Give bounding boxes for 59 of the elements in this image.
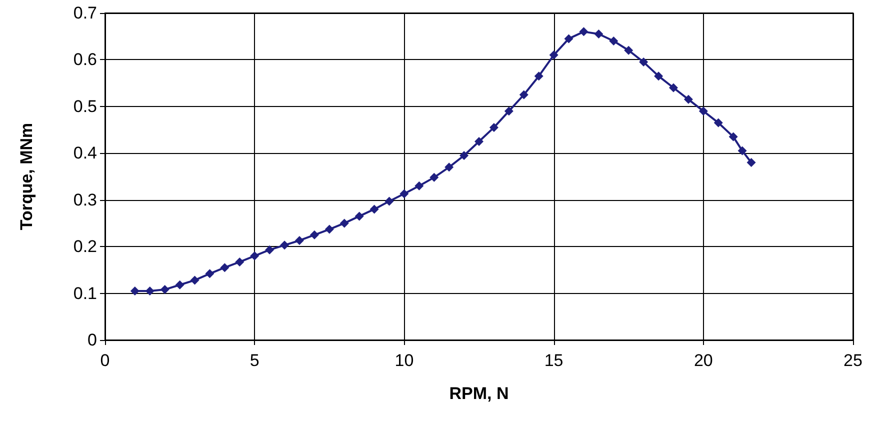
point (738, 146, 747, 156)
point (324, 224, 334, 234)
point (145, 286, 154, 296)
point (728, 132, 738, 142)
point (190, 276, 200, 285)
point (639, 58, 648, 67)
y-tick-label: 0.7 (73, 4, 97, 22)
point (250, 251, 260, 260)
point (746, 158, 756, 167)
y-tick-label: 0.1 (73, 284, 97, 303)
point (205, 269, 214, 278)
x-axis-title: RPM, N (449, 384, 509, 403)
point (460, 150, 469, 160)
point (280, 240, 290, 250)
point (579, 27, 588, 36)
point (504, 106, 514, 116)
point (370, 204, 379, 214)
point (684, 94, 693, 104)
point (594, 30, 604, 39)
point (220, 263, 230, 272)
y-axis-title: Torque, MNm (17, 122, 36, 230)
point (698, 106, 708, 116)
point (489, 122, 498, 132)
point (444, 162, 454, 172)
point (474, 136, 484, 146)
x-tick-label: 10 (394, 351, 414, 370)
x-tick-label: 25 (844, 351, 862, 370)
y-tick-label: 0.6 (73, 50, 97, 70)
point (430, 172, 439, 182)
y-tick-label: 0.2 (73, 237, 97, 256)
y-tick-label: 0 (88, 330, 97, 350)
x-tick-label: 5 (250, 351, 260, 370)
point (564, 34, 574, 44)
point (160, 285, 170, 294)
point (624, 46, 634, 55)
x-tick-label: 0 (100, 351, 110, 370)
y-tick-label: 0.5 (73, 96, 97, 116)
point (340, 218, 349, 228)
point (294, 236, 304, 245)
point (265, 245, 274, 254)
point (549, 50, 558, 60)
point (534, 72, 544, 81)
point (609, 36, 618, 46)
point (714, 118, 723, 128)
point (384, 196, 394, 206)
point (654, 72, 664, 81)
point (130, 286, 140, 296)
point (310, 230, 319, 240)
point (519, 90, 528, 100)
point (668, 83, 678, 92)
point (354, 212, 364, 221)
x-tick-label: 20 (694, 351, 713, 370)
y-tick-label: 0.3 (73, 190, 97, 210)
point (175, 280, 184, 290)
y-tick-label: 0.4 (73, 144, 97, 163)
point (235, 257, 244, 266)
point (400, 189, 409, 198)
point (414, 181, 424, 190)
x-tick-label: 15 (544, 351, 564, 370)
